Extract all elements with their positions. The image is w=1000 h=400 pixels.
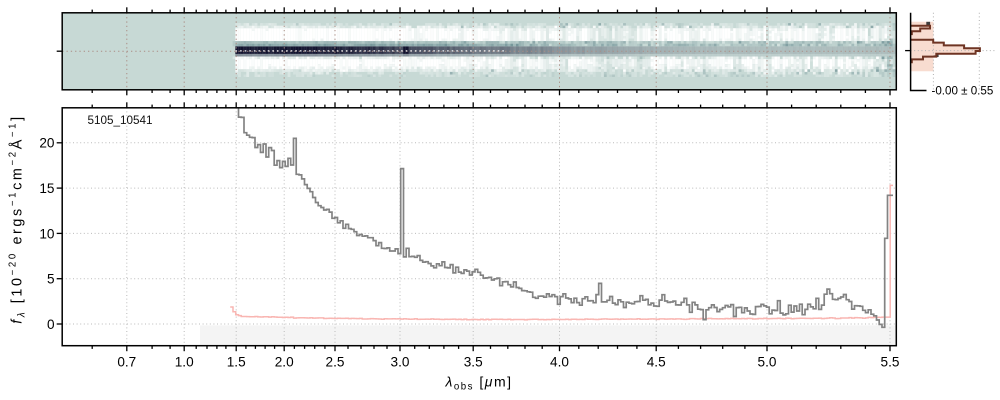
svg-text:5105_10541: 5105_10541 — [88, 114, 153, 127]
svg-text:1.0: 1.0 — [175, 355, 194, 370]
svg-text:fλ [10−20 ergs−1cm−2Å−1]: fλ [10−20 ergs−1cm−2Å−1] — [8, 114, 28, 324]
svg-text:0: 0 — [47, 317, 55, 332]
svg-text:3.5: 3.5 — [464, 355, 483, 370]
svg-text:-0.00 ± 0.55: -0.00 ± 0.55 — [932, 84, 994, 97]
svg-text:3.0: 3.0 — [391, 355, 410, 370]
svg-text:2.0: 2.0 — [275, 355, 294, 370]
svg-text:λobs [μm]: λobs [μm] — [444, 373, 512, 392]
svg-text:20: 20 — [39, 136, 55, 151]
svg-text:5: 5 — [47, 272, 55, 287]
svg-text:15: 15 — [39, 181, 54, 196]
svg-text:2.5: 2.5 — [326, 355, 345, 370]
svg-text:4.5: 4.5 — [647, 355, 666, 370]
svg-text:0.7: 0.7 — [117, 355, 136, 370]
svg-text:10: 10 — [39, 226, 55, 241]
svg-text:4.0: 4.0 — [550, 355, 569, 370]
svg-text:1.5: 1.5 — [227, 355, 246, 370]
svg-text:5.5: 5.5 — [881, 355, 900, 370]
svg-text:5.0: 5.0 — [758, 355, 777, 370]
